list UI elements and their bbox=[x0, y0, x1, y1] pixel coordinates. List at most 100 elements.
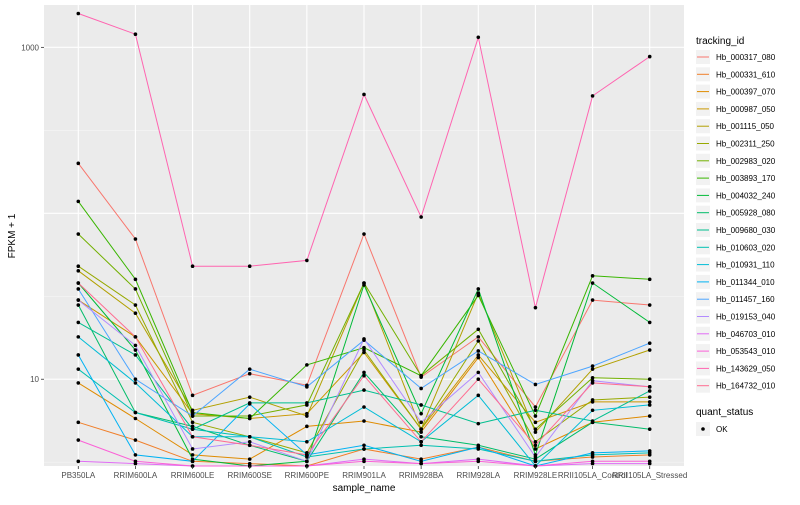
data-point-Hb_004032_240 bbox=[133, 348, 138, 352]
data-point-Hb_143629_050 bbox=[190, 264, 195, 268]
data-point-Hb_009680_030 bbox=[590, 419, 595, 423]
legend-label: Hb_004032_240 bbox=[716, 191, 776, 200]
data-point-Hb_009680_030 bbox=[76, 320, 81, 325]
data-point-Hb_000397_070 bbox=[533, 447, 538, 451]
data-point-Hb_001115_050 bbox=[647, 348, 652, 352]
grid-major bbox=[44, 5, 684, 466]
data-point-Hb_000987_050 bbox=[533, 420, 538, 425]
data-point-Hb_000317_080 bbox=[590, 298, 595, 302]
legend-item-Hb_011344_010: Hb_011344_010 bbox=[696, 274, 775, 289]
data-point-Hb_011344_010 bbox=[247, 402, 252, 406]
data-point-Hb_002311_250 bbox=[76, 264, 81, 268]
data-point-Hb_010931_110 bbox=[76, 335, 81, 339]
legend-item-Hb_011457_160: Hb_011457_160 bbox=[696, 292, 775, 307]
data-point-Hb_010931_110 bbox=[247, 434, 252, 439]
data-point-Hb_003893_170 bbox=[647, 277, 652, 282]
data-point-Hb_011344_010 bbox=[362, 443, 366, 448]
data-point-Hb_001115_050 bbox=[533, 430, 538, 434]
data-point-Hb_143629_050 bbox=[133, 32, 138, 37]
legend-item-Hb_010603_020: Hb_010603_020 bbox=[696, 240, 776, 255]
data-point-Hb_001115_050 bbox=[76, 269, 81, 273]
data-point-Hb_003893_170 bbox=[590, 274, 595, 278]
legend-label: Hb_000317_080 bbox=[716, 53, 776, 62]
data-point-Hb_164732_010 bbox=[533, 443, 538, 448]
data-point-Hb_010931_110 bbox=[133, 381, 138, 385]
data-point-Hb_011457_160 bbox=[76, 287, 81, 291]
legend-label: Hb_053543_010 bbox=[716, 347, 776, 356]
data-point-Hb_004032_240 bbox=[476, 287, 481, 291]
legend-item-Hb_053543_010: Hb_053543_010 bbox=[696, 344, 776, 359]
data-point-Hb_000317_080 bbox=[247, 371, 252, 376]
data-point-Hb_004032_240 bbox=[419, 411, 423, 416]
legend-item-Hb_000987_050: Hb_000987_050 bbox=[696, 101, 776, 116]
data-point-Hb_164732_010 bbox=[590, 381, 595, 385]
data-point-Hb_002983_020 bbox=[476, 327, 481, 332]
data-point-Hb_002983_020 bbox=[76, 232, 81, 236]
legend-item-Hb_000317_080: Hb_000317_080 bbox=[696, 50, 776, 64]
data-point-Hb_164732_010 bbox=[476, 377, 481, 382]
data-point-Hb_164732_010 bbox=[190, 434, 195, 439]
legend-label: Hb_005928_080 bbox=[716, 209, 776, 218]
data-point-Hb_011344_010 bbox=[133, 453, 138, 457]
x-axis-ticks: PB350LA RRIM600LA RRIM600LE RRIM600SE RRIM60… bbox=[61, 466, 687, 480]
legend-label: Hb_011344_010 bbox=[716, 278, 775, 287]
legend-key-point bbox=[701, 427, 705, 431]
y-axis-ticks: 10 1000 bbox=[21, 43, 44, 384]
data-point-Hb_003893_170 bbox=[247, 416, 252, 421]
data-point-Hb_011344_010 bbox=[190, 459, 195, 464]
data-point-Hb_164732_010 bbox=[647, 385, 652, 389]
data-point-Hb_002983_020 bbox=[647, 377, 652, 382]
data-point-Hb_004032_240 bbox=[590, 281, 595, 285]
data-point-Hb_005928_080 bbox=[362, 370, 366, 375]
data-point-Hb_143629_050 bbox=[590, 94, 595, 98]
legend-label: Hb_046703_010 bbox=[716, 330, 776, 339]
data-point-Hb_010603_020 bbox=[533, 459, 538, 464]
data-point-Hb_001115_050 bbox=[133, 311, 138, 316]
legend-quant-status-items: OK bbox=[696, 422, 728, 436]
data-point-Hb_011457_160 bbox=[305, 385, 309, 389]
data-point-Hb_019153_040 bbox=[76, 298, 81, 302]
data-point-Hb_010931_110 bbox=[647, 403, 652, 407]
data-point-Hb_005928_080 bbox=[190, 424, 195, 429]
data-point-Hb_053543_010 bbox=[362, 459, 366, 464]
x-tick-label: RRII105LA_Stressed bbox=[612, 471, 687, 480]
data-point-Hb_143629_050 bbox=[247, 264, 252, 268]
data-point-Hb_053543_010 bbox=[419, 461, 423, 466]
data-point-Hb_143629_050 bbox=[419, 215, 423, 219]
data-point-Hb_009680_030 bbox=[476, 421, 481, 426]
data-point-Hb_005928_080 bbox=[647, 427, 652, 431]
data-point-Hb_019153_040 bbox=[305, 459, 309, 464]
data-point-Hb_000397_070 bbox=[133, 416, 138, 421]
x-tick-label: RRIM928BA bbox=[399, 471, 444, 480]
legend-label: Hb_143629_050 bbox=[716, 364, 776, 373]
data-point-Hb_002311_250 bbox=[533, 439, 538, 444]
data-point-Hb_003893_170 bbox=[362, 345, 366, 350]
x-tick-label: RRIM600PE bbox=[285, 471, 329, 480]
data-point-Hb_000317_080 bbox=[647, 303, 652, 307]
data-point-Hb_000397_070 bbox=[476, 355, 481, 360]
data-point-Hb_010603_020 bbox=[419, 443, 423, 448]
data-point-Hb_009680_030 bbox=[419, 403, 423, 407]
data-point-Hb_000987_050 bbox=[476, 353, 481, 357]
data-point-Hb_000317_080 bbox=[533, 405, 538, 409]
x-tick-label: RRIM600SE bbox=[227, 471, 271, 480]
data-point-Hb_019153_040 bbox=[476, 370, 481, 375]
data-point-Hb_053543_010 bbox=[590, 459, 595, 464]
legend-label: Hb_001115_050 bbox=[716, 122, 775, 131]
x-tick-label: RRIM928LA bbox=[456, 471, 500, 480]
data-point-Hb_164732_010 bbox=[133, 335, 138, 339]
data-point-Hb_011457_160 bbox=[247, 367, 252, 371]
data-point-Hb_003893_170 bbox=[190, 410, 195, 415]
data-point-Hb_003893_170 bbox=[533, 414, 538, 418]
data-point-Hb_010931_110 bbox=[590, 408, 595, 413]
data-point-Hb_010603_020 bbox=[190, 427, 195, 431]
x-tick-label: RRIM600LA bbox=[114, 471, 158, 480]
legend-items: Hb_000317_080 Hb_000331_610 Hb_000397_070 H… bbox=[696, 50, 776, 393]
data-point-Hb_019153_040 bbox=[190, 447, 195, 451]
legend-item-Hb_143629_050: Hb_143629_050 bbox=[696, 361, 776, 376]
x-tick-label: RRIM928LE bbox=[514, 471, 558, 480]
y-tick-label: 10 bbox=[30, 375, 39, 384]
legend-quant-status-title: quant_status bbox=[696, 407, 753, 418]
data-point-Hb_011457_160 bbox=[133, 377, 138, 382]
data-point-Hb_002311_250 bbox=[419, 427, 423, 431]
